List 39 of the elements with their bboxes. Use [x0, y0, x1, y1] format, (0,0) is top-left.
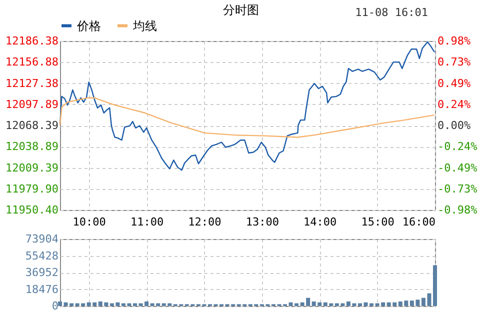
y2-tick-label: -0.73%	[438, 182, 478, 196]
y-tick-label: 12068.39	[6, 119, 58, 132]
bar	[58, 301, 62, 306]
y-tick-label: 18476	[25, 282, 58, 296]
y2-tick-label: -0.98%	[438, 204, 478, 216]
y-tick-label: 12097.89	[6, 98, 58, 111]
y-tick-label: 73904	[25, 232, 59, 246]
x-tick-label: 13:00	[246, 216, 279, 228]
text: 11-08 16:01	[355, 6, 428, 19]
x-tick-label: 15:00	[361, 216, 394, 228]
bar	[433, 265, 437, 306]
bar	[133, 303, 137, 306]
y2-tick-label: 0.73%	[438, 56, 471, 69]
legend-label: 价格	[76, 18, 101, 33]
x-tick-label: 14:00	[304, 216, 337, 228]
y2-tick-label: 0.00%	[438, 119, 471, 132]
x-tick-label: 11:00	[130, 216, 164, 228]
x-tick-label: 16:00	[402, 216, 436, 228]
chart-title: 分时图	[222, 3, 259, 17]
bar	[358, 303, 362, 306]
y-tick-label: 11950.40	[6, 204, 58, 216]
y-tick-label: 12038.89	[6, 140, 58, 154]
y-tick-label: 12127.38	[6, 76, 58, 90]
y-tick-label: 0	[52, 300, 58, 312]
y2-tick-label: 0.98%	[438, 34, 471, 48]
x-tick-label: 10:00	[72, 216, 106, 228]
y-tick-label: 12156.88	[6, 56, 58, 69]
line-series	[59, 97, 436, 138]
legend-label: 均线	[132, 18, 157, 33]
x-tick-label: 12:00	[188, 216, 222, 228]
y2-tick-label: -0.24%	[438, 140, 478, 154]
y-tick-label: 36952	[25, 266, 58, 279]
y-tick-label: 12186.38	[6, 34, 58, 48]
y2-tick-label: -0.49%	[438, 161, 478, 174]
y2-tick-label: 0.24%	[438, 98, 471, 111]
y-tick-label: 55428	[25, 249, 58, 262]
y-tick-label: 12009.39	[6, 161, 58, 174]
y-tick-label: 11979.90	[6, 182, 58, 196]
y2-tick-label: 0.49%	[438, 76, 471, 90]
